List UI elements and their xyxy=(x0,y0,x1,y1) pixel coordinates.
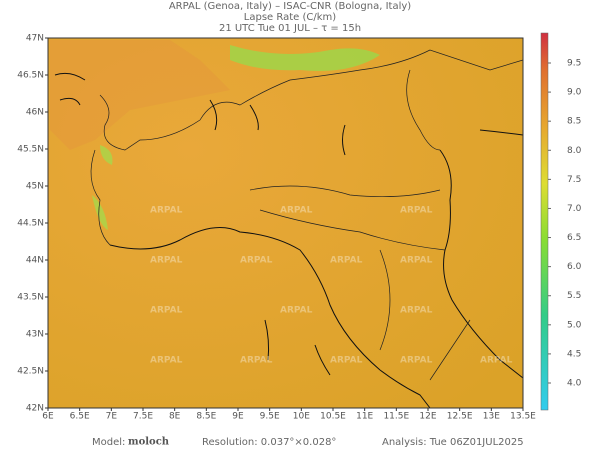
colorbar-label: 5.0 xyxy=(567,320,582,330)
coastline xyxy=(479,129,524,136)
coastline xyxy=(109,227,431,409)
watermark: ARPAL xyxy=(400,306,433,316)
lon-label: 7.5E xyxy=(133,412,153,422)
watermark: ARPAL xyxy=(150,256,183,266)
lat-label: 46.5N xyxy=(17,71,44,81)
model-label: Model: xyxy=(92,437,125,448)
lat-label: 44.5N xyxy=(17,219,44,229)
green-area xyxy=(92,145,113,230)
colorbar-label: 8.5 xyxy=(567,117,581,127)
colorbar-label: 7.0 xyxy=(567,204,582,214)
watermark: ARPAL xyxy=(280,306,313,316)
green-area xyxy=(230,45,380,71)
colorbar xyxy=(540,32,549,411)
lon-label: 13E xyxy=(483,412,500,422)
lon-label: 12.5E xyxy=(447,412,473,422)
lon-label: 11E xyxy=(356,412,373,422)
island xyxy=(264,319,331,376)
watermark: ARPAL xyxy=(150,356,183,366)
region-border xyxy=(259,209,446,251)
lat-label: 43.5N xyxy=(17,293,44,303)
colorbar-label: 6.5 xyxy=(567,233,581,243)
lon-label: 10.5E xyxy=(320,412,346,422)
watermark: ARPAL xyxy=(330,256,363,266)
border xyxy=(99,49,524,151)
region-border xyxy=(379,249,471,381)
watermark: ARPAL xyxy=(150,206,183,216)
watermark: ARPAL xyxy=(150,306,183,316)
header-line: Lapse Rate (C/km) xyxy=(244,12,336,23)
watermark: ARPAL xyxy=(400,256,433,266)
lat-label: 45N xyxy=(26,182,44,192)
lon-label: 12E xyxy=(419,412,436,422)
watermark: ARPAL xyxy=(480,356,513,366)
lat-label: 42.5N xyxy=(17,367,44,377)
lon-label: 11.5E xyxy=(383,412,409,422)
lon-label: 9E xyxy=(232,412,244,422)
lat-label: 42N xyxy=(26,404,44,414)
header-line: ARPAL (Genoa, Italy) – ISAC-CNR (Bologna… xyxy=(169,1,411,12)
watermark: ARPAL xyxy=(400,356,433,366)
lat-label: 46N xyxy=(26,108,44,118)
lat-label: 44N xyxy=(26,256,44,266)
watermark: ARPAL xyxy=(400,206,433,216)
lon-label: 13.5E xyxy=(510,412,536,422)
colorbar-label: 4.5 xyxy=(567,349,581,359)
lon-label: 10E xyxy=(293,412,310,422)
lon-label: 6E xyxy=(42,412,54,422)
region-border xyxy=(249,185,441,197)
colorbar-label: 5.5 xyxy=(567,291,581,301)
lake xyxy=(54,72,346,156)
watermark: ARPAL xyxy=(330,356,363,366)
resolution: Resolution: 0.037°×0.028° xyxy=(202,437,336,448)
colorbar-label: 8.0 xyxy=(567,146,582,156)
watermark: ARPAL xyxy=(240,356,273,366)
colorbar-label: 9.5 xyxy=(567,59,581,69)
lon-label: 6.5E xyxy=(70,412,90,422)
lat-label: 45.5N xyxy=(17,145,44,155)
lon-label: 7E xyxy=(106,412,118,422)
header-line: 21 UTC Tue 01 JUL – τ = 15h xyxy=(219,23,361,34)
region-border xyxy=(406,69,441,151)
lon-label: 8.5E xyxy=(196,412,216,422)
colorbar-label: 7.5 xyxy=(567,175,581,185)
lat-label: 43N xyxy=(26,330,44,340)
lon-label: 9.5E xyxy=(260,412,280,422)
model-name: moloch xyxy=(128,437,170,448)
colorbar-label: 6.0 xyxy=(567,262,582,272)
warm-area xyxy=(50,40,230,150)
lon-label: 8E xyxy=(169,412,181,422)
map xyxy=(47,37,524,409)
analysis: Analysis: Tue 06Z01JUL2025 xyxy=(382,437,524,448)
border xyxy=(90,149,111,246)
colorbar-label: 4.0 xyxy=(567,379,582,389)
lat-label: 47N xyxy=(26,34,44,44)
colorbar-label: 9.0 xyxy=(567,88,582,98)
watermark: ARPAL xyxy=(280,206,313,216)
watermark: ARPAL xyxy=(240,256,273,266)
